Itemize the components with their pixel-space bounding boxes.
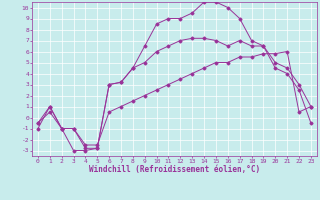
- X-axis label: Windchill (Refroidissement éolien,°C): Windchill (Refroidissement éolien,°C): [89, 165, 260, 174]
